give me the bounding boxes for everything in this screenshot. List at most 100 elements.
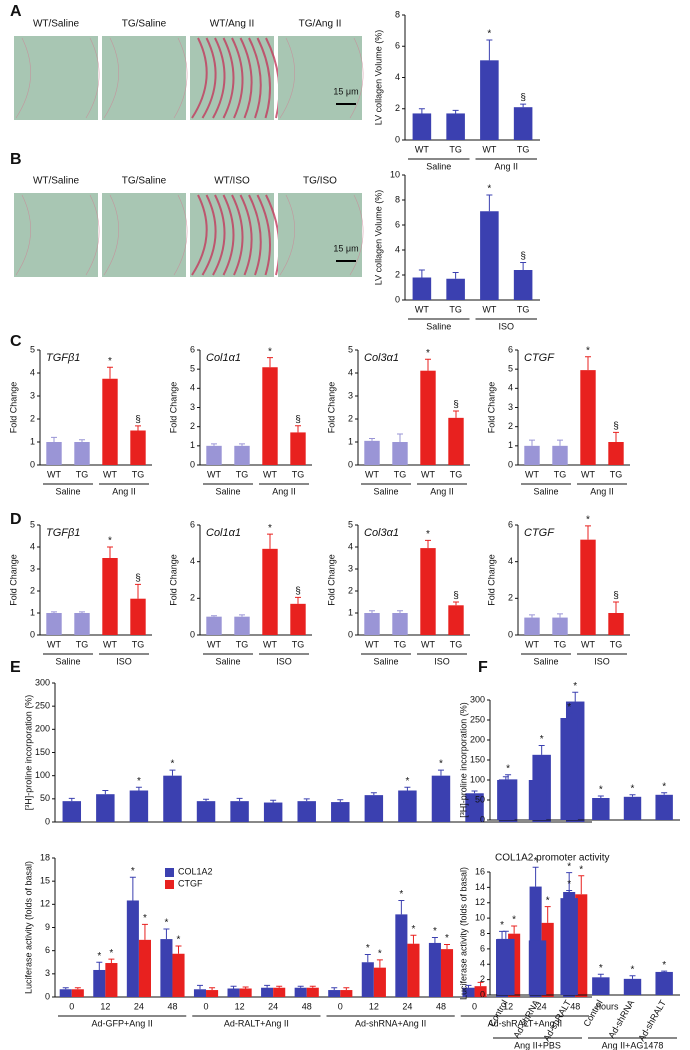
- error-bar: [107, 366, 113, 379]
- bar: [138, 939, 151, 997]
- fiber: [279, 194, 295, 276]
- bar: [608, 442, 624, 465]
- error-bar: [62, 987, 69, 990]
- error-bar: [597, 973, 604, 978]
- image-label: WT/Saline: [33, 19, 80, 30]
- x-tick-label: 12: [235, 1001, 245, 1011]
- y-tick-label: 14: [475, 882, 485, 892]
- fiber: [173, 37, 188, 119]
- y-tick-label: 300: [470, 694, 485, 704]
- bar: [560, 718, 578, 820]
- error-bar: [297, 985, 304, 988]
- group-label: Saline: [55, 656, 80, 666]
- y-tick-label: 6: [190, 519, 195, 529]
- y-tick-label: 150: [35, 747, 50, 757]
- bar: [74, 442, 90, 465]
- y-tick-label: 8: [480, 928, 485, 938]
- fiber: [15, 194, 31, 276]
- significance-marker: §: [453, 400, 459, 411]
- fiber: [103, 194, 119, 276]
- bar: [480, 60, 499, 140]
- bar: [129, 790, 149, 822]
- error-bar: [544, 906, 551, 923]
- bar: [273, 987, 286, 997]
- error-bar: [477, 981, 484, 987]
- bar: [623, 796, 642, 820]
- significance-marker: *: [567, 879, 571, 890]
- fiber: [222, 194, 235, 276]
- error-bar: [534, 930, 541, 941]
- fiber: [212, 37, 226, 119]
- y-tick-label: 1: [348, 607, 353, 617]
- bar: [524, 445, 540, 465]
- y-axis-label: Fold Change: [168, 382, 178, 434]
- legend-swatch: [165, 880, 174, 889]
- y-axis-label: Luciferase activity (folds of basal): [458, 867, 468, 1000]
- y-tick-label: 1: [30, 436, 35, 446]
- significance-marker: *: [366, 943, 370, 954]
- panel-letter: C: [10, 333, 22, 350]
- bar: [105, 963, 118, 997]
- bar: [262, 548, 278, 635]
- y-axis-label: Fold Change: [486, 554, 496, 606]
- bar: [96, 794, 115, 822]
- error-bar: [410, 934, 417, 944]
- fiber: [349, 37, 364, 119]
- error-bar: [108, 958, 115, 964]
- y-axis-label: [³H]-proline incorporation (%): [23, 695, 33, 811]
- error-bar: [242, 986, 249, 989]
- x-tick-label: TG: [292, 639, 305, 649]
- y-tick-label: 9: [45, 922, 50, 932]
- error-bar: [303, 798, 310, 802]
- significance-marker: §: [295, 586, 301, 597]
- x-tick-label: TG: [610, 469, 623, 479]
- significance-marker: *: [500, 920, 504, 931]
- bar: [262, 367, 278, 465]
- chart-title: Col1α1: [206, 352, 241, 364]
- significance-marker: *: [662, 960, 666, 971]
- bar: [392, 442, 408, 465]
- bar: [513, 270, 533, 300]
- legend-swatch: [165, 868, 174, 877]
- y-tick-label: 300: [35, 677, 50, 687]
- error-bar: [264, 984, 271, 988]
- x-tick-label: WT: [525, 469, 539, 479]
- bar: [575, 894, 588, 997]
- y-tick-label: 1: [508, 440, 513, 450]
- error-bar: [629, 794, 636, 797]
- error-bar: [267, 533, 273, 549]
- error-bar: [532, 866, 539, 887]
- x-tick-label: 12: [100, 1001, 110, 1011]
- group-label: ISO: [276, 656, 292, 666]
- x-tick-label: 0: [204, 1001, 209, 1011]
- panel-letter: F: [478, 659, 488, 676]
- significance-marker: §: [295, 414, 301, 425]
- bar: [331, 802, 350, 822]
- bar: [465, 793, 484, 822]
- x-tick-label: TG: [450, 639, 463, 649]
- significance-marker: *: [378, 949, 382, 960]
- group-label: ISO: [116, 656, 132, 666]
- y-tick-label: 6: [190, 344, 195, 354]
- x-tick-label: WT: [263, 469, 277, 479]
- x-tick-label: TG: [292, 469, 305, 479]
- group-label: Ang II: [494, 161, 518, 171]
- error-bar: [102, 789, 109, 795]
- error-bar: [534, 777, 541, 780]
- y-tick-label: 100: [470, 774, 485, 784]
- bar: [364, 613, 380, 635]
- y-tick-label: 200: [35, 724, 50, 734]
- error-bar: [295, 425, 301, 433]
- error-bar: [369, 438, 375, 441]
- y-tick-label: 6: [45, 945, 50, 955]
- y-tick-label: 3: [30, 390, 35, 400]
- error-bar: [425, 539, 431, 549]
- bar: [160, 939, 173, 997]
- y-tick-label: 250: [35, 701, 50, 711]
- y-tick-label: 4: [348, 367, 353, 377]
- error-bar: [613, 601, 619, 613]
- bar: [126, 900, 139, 997]
- bar: [428, 942, 441, 997]
- bar: [193, 989, 207, 997]
